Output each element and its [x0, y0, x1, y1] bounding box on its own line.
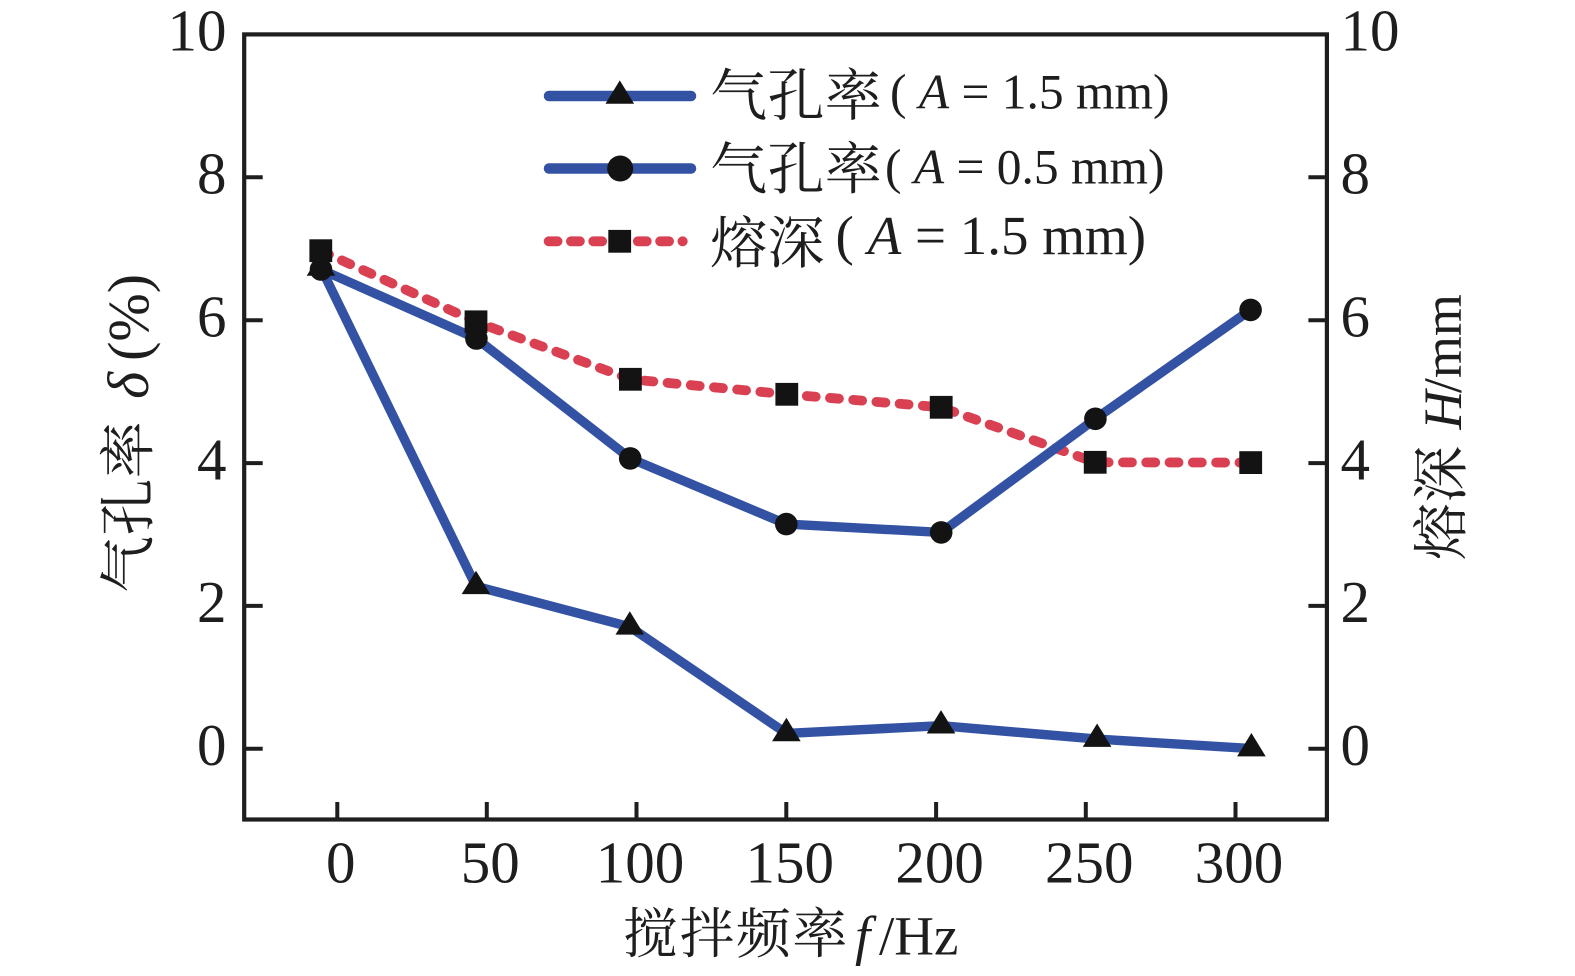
svg-text:2: 2	[197, 569, 227, 635]
svg-text:( A = 0.5 mm): ( A = 0.5 mm)	[885, 140, 1165, 195]
svg-text:0: 0	[197, 712, 227, 778]
svg-text:( A = 1.5 mm): ( A = 1.5 mm)	[836, 205, 1147, 266]
svg-text:50: 50	[461, 830, 520, 896]
svg-text:2: 2	[1341, 569, 1371, 635]
svg-text:250: 250	[1045, 830, 1134, 896]
svg-text:0: 0	[1341, 712, 1371, 778]
svg-text:8: 8	[1341, 141, 1371, 207]
svg-text:f/Hz: f/Hz	[855, 905, 958, 966]
svg-text:H/mm: H/mm	[1413, 294, 1473, 430]
svg-text:300: 300	[1195, 830, 1284, 896]
svg-text:4: 4	[1341, 426, 1371, 492]
svg-text:0: 0	[326, 830, 356, 896]
svg-text:6: 6	[197, 283, 227, 349]
svg-text:4: 4	[197, 426, 227, 492]
svg-text:10: 10	[168, 0, 227, 64]
svg-text:200: 200	[895, 830, 984, 896]
svg-text:150: 150	[746, 830, 835, 896]
svg-text:( A = 1.5 mm): ( A = 1.5 mm)	[890, 64, 1170, 119]
svg-text:10: 10	[1341, 0, 1400, 64]
svg-text:6: 6	[1341, 283, 1371, 349]
svg-text:8: 8	[197, 141, 227, 207]
svg-text:100: 100	[596, 830, 685, 896]
svg-text:δ(%): δ(%)	[96, 274, 161, 399]
